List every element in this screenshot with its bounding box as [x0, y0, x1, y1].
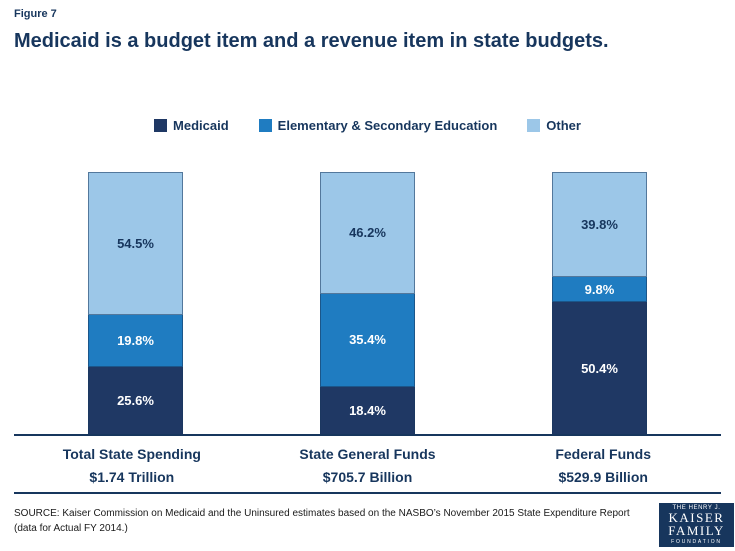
plot: 54.5% 19.8% 25.6% 46.2% 35.4% 18.4% 39.8% 9.8% 5…	[0, 172, 735, 435]
kff-logo-line-1: THE HENRY J.	[672, 505, 721, 511]
legend-label: Medicaid	[173, 118, 229, 133]
bar-segment: 50.4%	[552, 302, 647, 435]
kff-logo: THE HENRY J. KAISER FAMILY FOUNDATION	[659, 503, 734, 547]
legend-item: Other	[527, 118, 581, 133]
figure-title: Medicaid is a budget item and a revenue …	[14, 30, 609, 52]
legend-swatch	[258, 119, 272, 132]
bar-segment: 35.4%	[320, 293, 415, 387]
legend-swatch	[527, 119, 541, 132]
segment-value-label: 54.5%	[117, 236, 154, 252]
bar-segment: 54.5%	[88, 172, 183, 316]
category-label: State General Funds $705.7 Billion	[250, 446, 486, 485]
segment-value-label: 39.8%	[581, 216, 618, 232]
category-label: Federal Funds $529.9 Billion	[485, 446, 721, 485]
bar-segment: 46.2%	[320, 172, 415, 294]
kff-logo-line-2: KAISER	[668, 510, 725, 525]
stacked-bar: 54.5% 19.8% 25.6%	[88, 172, 183, 435]
source-note: SOURCE: Kaiser Commission on Medicaid an…	[14, 508, 630, 534]
x-axis-line	[14, 434, 721, 436]
category-amount: $1.74 Trillion	[89, 469, 175, 485]
bar-segment: 39.8%	[552, 172, 647, 277]
category-name: Total State Spending	[62, 446, 201, 462]
divider-line	[14, 492, 721, 494]
segment-value-label: 50.4%	[581, 360, 618, 376]
segment-value-label: 35.4%	[349, 332, 386, 348]
category-labels: Total State Spending $1.74 Trillion State …	[14, 446, 721, 485]
legend-label: Other	[546, 118, 581, 133]
legend-swatch	[154, 119, 168, 132]
segment-value-label: 19.8%	[117, 333, 154, 349]
segment-value-label: 46.2%	[349, 225, 386, 241]
bar-segment: 25.6%	[88, 367, 183, 435]
legend: Medicaid Elementary & Secondary Education…	[0, 118, 735, 133]
category-name: State General Funds	[299, 446, 436, 462]
kff-logo-line-4: FOUNDATION	[671, 539, 722, 545]
legend-item: Elementary & Secondary Education	[258, 118, 498, 133]
segment-value-label: 18.4%	[349, 402, 386, 418]
segment-value-label: 9.8%	[584, 281, 615, 297]
legend-item: Medicaid	[154, 118, 229, 133]
figure-number-label: Figure 7	[14, 8, 57, 20]
bar-segment: 18.4%	[320, 386, 415, 435]
kff-logo-line-3: FAMILY	[668, 523, 725, 538]
stacked-bar: 46.2% 35.4% 18.4%	[320, 172, 415, 435]
category-amount: $705.7 Billion	[322, 469, 413, 485]
bar-segment: 19.8%	[88, 315, 183, 368]
segment-value-label: 25.6%	[117, 393, 154, 409]
category-name: Federal Funds	[555, 446, 652, 462]
stacked-bar: 39.8% 9.8% 50.4%	[552, 172, 647, 435]
category-amount: $529.9 Billion	[558, 469, 648, 485]
bar-segment: 9.8%	[552, 276, 647, 303]
legend-label: Elementary & Secondary Education	[277, 118, 498, 133]
category-label: Total State Spending $1.74 Trillion	[14, 446, 250, 485]
